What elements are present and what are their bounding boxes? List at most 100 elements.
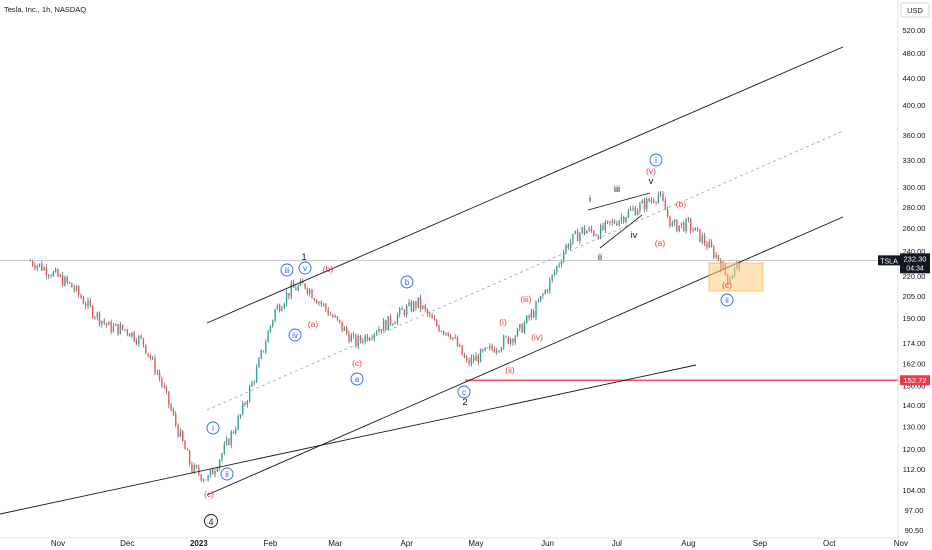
wave-label-circled-ring [350, 372, 364, 386]
candle-body [648, 198, 650, 202]
candle-body [352, 334, 355, 336]
wave-label-circled-ring [457, 385, 471, 399]
time-tick-label: Oct [823, 539, 836, 548]
candle-body [636, 210, 639, 215]
wedge-upper-line[interactable] [587, 192, 651, 211]
candle-body [135, 340, 138, 344]
wave-label-circled: ii [225, 470, 229, 479]
candle-body [537, 301, 540, 303]
candle-body [181, 430, 184, 442]
candle-body [265, 342, 267, 352]
candle-body [539, 296, 542, 302]
candle-body [94, 317, 96, 318]
long-trend-line[interactable] [0, 364, 697, 515]
candle-body [715, 254, 717, 258]
price-tick-label: 90.50 [905, 526, 924, 535]
candle-body [325, 303, 327, 310]
time-tick-label: Nov [894, 539, 908, 548]
price-tick-label: 440.00 [903, 74, 926, 83]
candle-body [61, 275, 64, 286]
candle-body [288, 293, 290, 297]
candle-body [260, 350, 262, 359]
candle-body [683, 222, 685, 232]
candle-body [583, 227, 586, 234]
candle-body [650, 200, 653, 202]
candle-body [357, 336, 359, 347]
candle-body [311, 289, 313, 299]
candle-body [364, 335, 366, 343]
candle-body [274, 309, 276, 321]
candle-body [567, 244, 570, 249]
candle-body [221, 453, 223, 460]
candle-body [710, 241, 713, 247]
candle-body [491, 345, 493, 350]
time-axis[interactable]: Nov Dec 2023 Feb Mar Apr May Jun Jul Aug Sep Oct Nov [51, 539, 908, 548]
candle-body [669, 215, 671, 227]
candle-body [101, 320, 103, 325]
candle-body [112, 325, 115, 332]
price-tick-label: 240.00 [903, 247, 926, 256]
candle-body [426, 309, 429, 315]
candle-body [579, 233, 581, 242]
candle-body [604, 221, 606, 230]
candle-body [68, 282, 71, 283]
candle-body [299, 280, 302, 286]
candle-body [41, 263, 43, 271]
wave-label-paren: (v) [646, 166, 656, 176]
candle-body [297, 285, 299, 291]
mid-channel-line[interactable] [206, 130, 844, 411]
candle-body [412, 301, 415, 311]
candle-body [315, 300, 318, 304]
wave-label-paren: (i) [499, 317, 507, 327]
candle-body [433, 318, 436, 321]
wave-label-circled: b [405, 278, 410, 287]
candle-body [521, 324, 523, 333]
wave-label-circled-ring [298, 261, 312, 275]
candle-body [556, 266, 558, 273]
candle-body [262, 350, 265, 352]
candle-body [75, 286, 78, 291]
candle-body [660, 193, 662, 195]
wave-label-paren: (iv) [531, 332, 543, 342]
candle-body [505, 336, 507, 338]
candle-body [375, 332, 378, 334]
candle-body [535, 302, 537, 318]
candle-body [422, 305, 424, 309]
wedge-lower-line[interactable] [599, 214, 643, 249]
candle-body [145, 344, 147, 354]
wave-label-major-ring [204, 514, 218, 528]
candle-body [78, 286, 80, 295]
candle-body [466, 357, 468, 360]
candle-body [255, 367, 258, 382]
candle-body [267, 331, 269, 343]
candle-body [248, 386, 251, 402]
candle-body [71, 282, 73, 288]
currency-box[interactable] [900, 2, 930, 18]
candle-body [87, 300, 89, 307]
candle-body [96, 312, 98, 318]
candle-body [625, 217, 627, 222]
candle-body [186, 449, 189, 451]
candle-body [597, 235, 600, 239]
candle-body [105, 323, 108, 326]
candle-body [703, 235, 706, 244]
wave-label-circled: a [355, 375, 360, 384]
candle-body [45, 267, 48, 276]
candle-body [627, 210, 630, 218]
candle-body [678, 225, 680, 232]
wave-label-plain: ii [598, 252, 602, 263]
candle-body [156, 372, 158, 374]
wave-label-paren: (a) [655, 238, 666, 248]
target-zone[interactable] [708, 262, 764, 292]
candle-body [52, 271, 55, 277]
time-tick-label: Sep [753, 539, 768, 548]
candle-body [431, 314, 433, 319]
price-axis[interactable]: USD 520.00 480.00 440.00 400.00 360.00 330.00… [900, 2, 930, 535]
candle-body [664, 200, 667, 210]
candle-body [519, 324, 521, 329]
upper-channel-line[interactable] [206, 46, 844, 324]
candle-body [216, 468, 219, 472]
candle-body [89, 300, 92, 306]
candle-body [258, 358, 260, 368]
